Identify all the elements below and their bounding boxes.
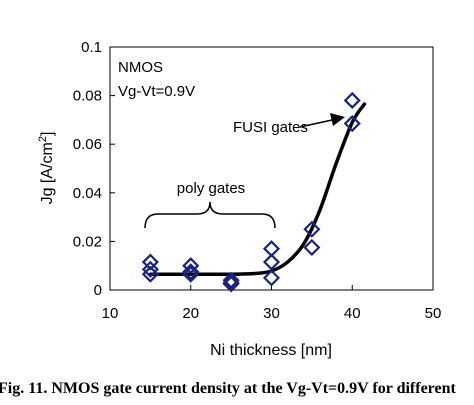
x-axis-label: Ni thickness [nm] xyxy=(210,342,332,359)
y-axis-ticks: 0 0.02 0.04 0.06 0.08 0.1 xyxy=(73,39,115,299)
y-tick-label: 0.06 xyxy=(73,136,102,153)
annotation-poly-gates: poly gates xyxy=(177,180,245,197)
x-tick-label: 50 xyxy=(425,305,442,322)
y-tick-label: 0.02 xyxy=(73,233,102,250)
data-point xyxy=(182,265,200,283)
data-point xyxy=(262,269,281,287)
data-point xyxy=(141,260,159,278)
x-tick-label: 40 xyxy=(344,305,361,322)
y-axis-label: Jg [A/cm2] xyxy=(37,132,56,205)
data-point xyxy=(141,253,159,271)
data-point xyxy=(343,91,361,110)
data-point xyxy=(182,263,200,281)
data-point xyxy=(343,114,361,133)
data-point xyxy=(303,238,321,257)
x-axis-ticks: 10 20 30 40 50 xyxy=(102,285,442,322)
y-axis-label-close: ] xyxy=(39,132,56,136)
y-tick-label: 0 xyxy=(94,282,102,299)
y-tick-label: 0.04 xyxy=(73,185,102,202)
x-tick-label: 10 xyxy=(102,305,119,322)
data-point xyxy=(303,220,321,238)
x-tick-label: 20 xyxy=(182,305,199,322)
fusi-arrow-head xyxy=(330,113,345,126)
data-point xyxy=(141,265,159,283)
data-points xyxy=(141,91,361,293)
poly-gates-brace xyxy=(144,201,276,229)
y-axis-label-superscript: 2 xyxy=(37,136,49,142)
annotation-nmos: NMOS xyxy=(118,59,163,76)
data-point xyxy=(222,271,240,289)
annotation-fusi-gates: FUSI gates xyxy=(233,119,308,136)
y-tick-label: 0.08 xyxy=(73,88,102,105)
y-axis-label-main: Jg [A/cm xyxy=(39,142,56,204)
chart: 0 0.02 0.04 0.06 0.08 0.1 10 20 30 40 50 Ni thick… xyxy=(37,39,442,359)
x-tick-label: 30 xyxy=(263,305,280,322)
figure-caption: Fig. 11. NMOS gate current density at th… xyxy=(0,380,456,397)
data-point xyxy=(222,275,240,293)
fusi-arrow-line xyxy=(299,119,333,128)
data-point xyxy=(262,253,281,271)
y-tick-label: 0.1 xyxy=(81,39,102,56)
annotation-bias: Vg-Vt=0.9V xyxy=(118,83,195,100)
fit-curve xyxy=(148,102,367,276)
data-point xyxy=(182,257,200,275)
